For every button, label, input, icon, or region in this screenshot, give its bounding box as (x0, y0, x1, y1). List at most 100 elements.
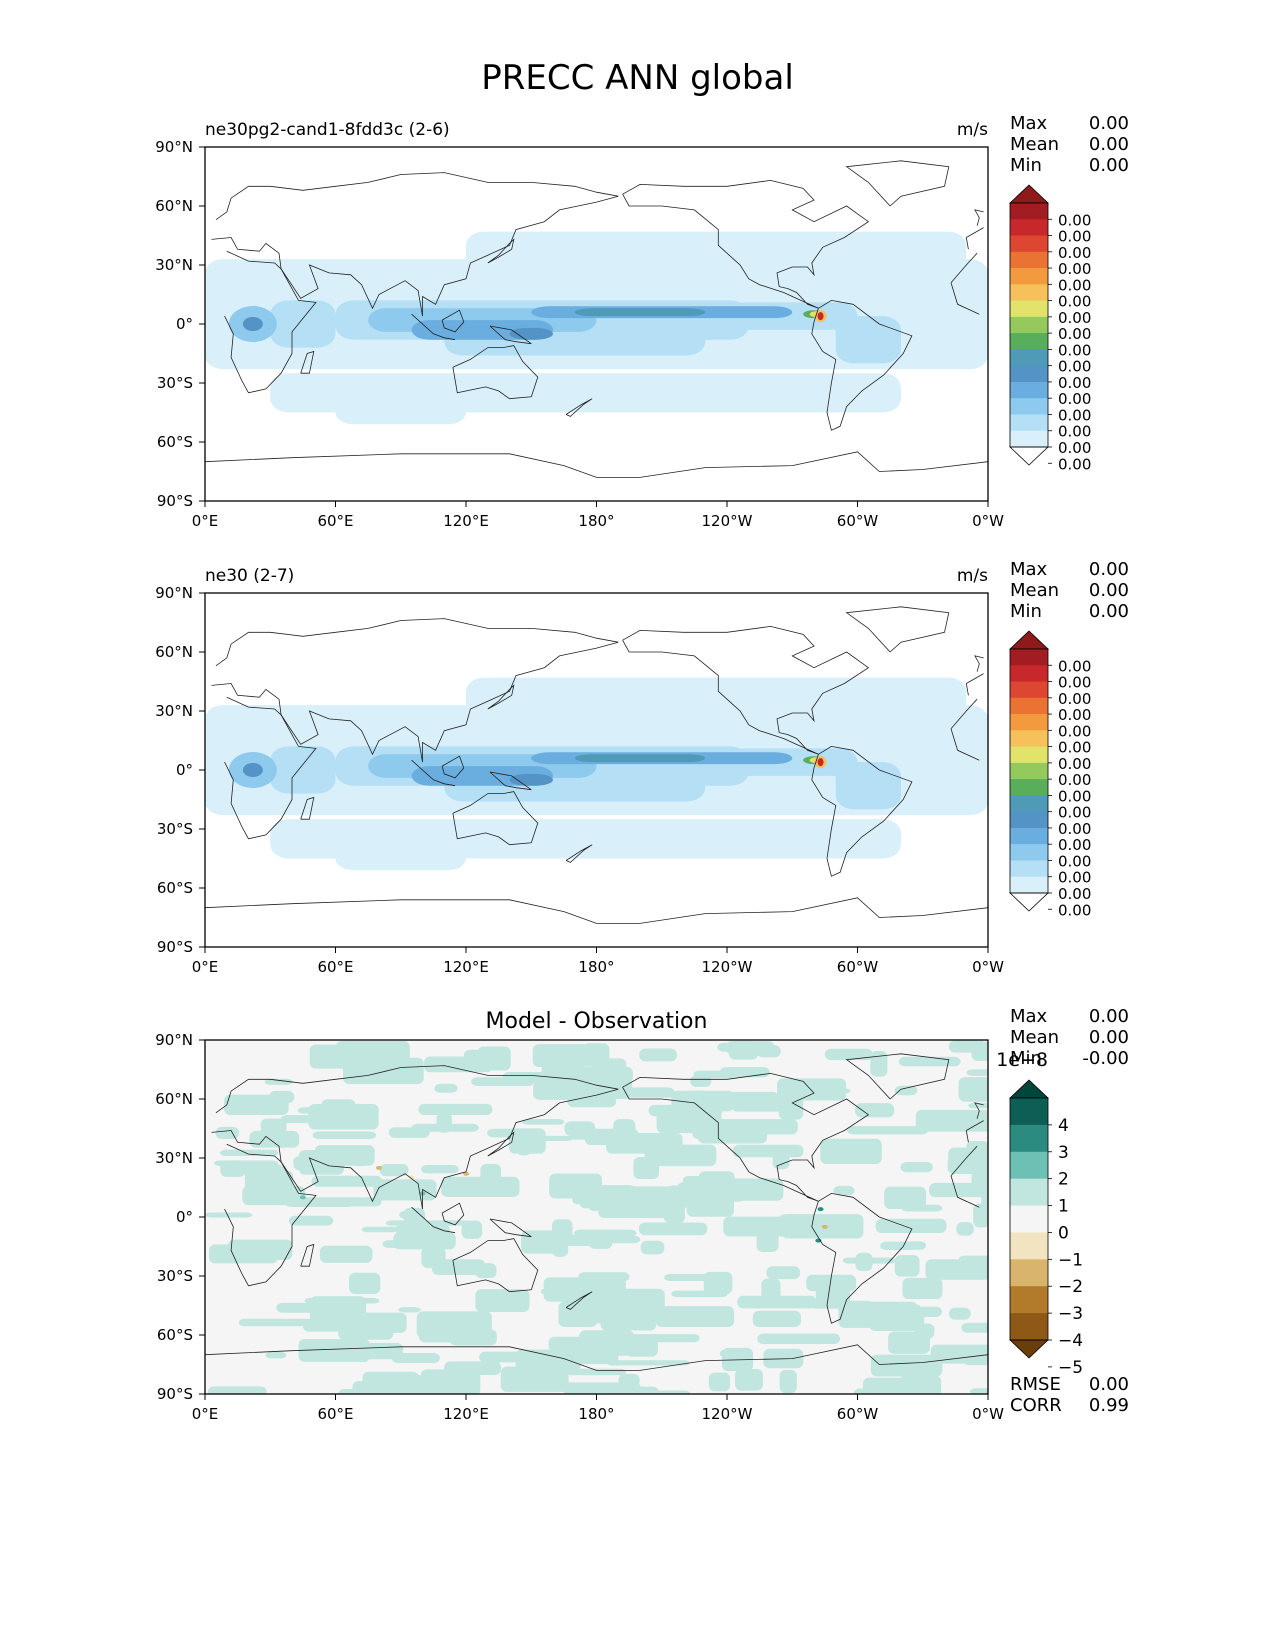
coastline (974, 209, 984, 226)
colorbar-tick-label: 0.00 (1058, 244, 1091, 262)
colorbar-segment (1010, 300, 1048, 318)
diff-patch (348, 1272, 381, 1295)
diff-patch (820, 1138, 882, 1165)
y-tick-label: 90°S (157, 938, 193, 956)
precip-contour (814, 687, 884, 702)
colorbar-segment (1010, 876, 1048, 894)
diff-patch (671, 1290, 728, 1298)
diff-patch (958, 1077, 988, 1102)
diff-patch (708, 1372, 731, 1392)
colorbar-segment (1010, 665, 1048, 683)
x-tick-label: 0°E (192, 958, 219, 976)
colorbar-segment (1010, 381, 1048, 399)
diff-patch (752, 1310, 801, 1327)
diff-patch (475, 1289, 530, 1313)
colorbar-segment (1010, 714, 1048, 731)
diff-patch (824, 1048, 873, 1061)
diff-patch (578, 1272, 630, 1282)
y-tick-label: 0° (176, 761, 193, 779)
diff-patch (963, 1356, 988, 1366)
panel-subtitle: ne30 (2-7) (205, 566, 294, 586)
coastline (411, 759, 456, 787)
colorbar-segment (1010, 1151, 1048, 1180)
diff-patch (833, 1185, 855, 1196)
diff-patch (966, 1141, 988, 1150)
map-panel-1: 0°E 60°E 120°E 180° 120°W 60°W 0°W 90°N 60°N 30°N… (155, 120, 1004, 530)
diff-patch (391, 1352, 440, 1364)
y-tick-label: 60°N (155, 197, 193, 215)
stat-label: Min (1010, 155, 1042, 176)
diff-spot (817, 1207, 824, 1212)
stat-label: Max (1010, 113, 1048, 134)
colorbar-segment (1010, 333, 1048, 350)
colorbar-tick-label: 0.00 (1058, 869, 1091, 887)
diff-patch (701, 1180, 775, 1188)
diff-patch (399, 1210, 419, 1219)
diff-patch (532, 1044, 589, 1067)
coastline (565, 1291, 593, 1310)
diff-patch (901, 1204, 943, 1212)
colorbar-segment (1010, 1124, 1048, 1153)
diff-patch (587, 1185, 636, 1211)
coastline (487, 684, 515, 710)
diff-patch (916, 1306, 942, 1317)
colorbar-tick-label: 1 (1058, 1197, 1069, 1217)
colorbar-tick-label: −1 (1058, 1250, 1083, 1270)
diff-patch (338, 1312, 407, 1333)
diff-patch (285, 1200, 354, 1207)
diff-patch (640, 1240, 665, 1255)
colorbar-tick-label: −2 (1058, 1277, 1083, 1297)
colorbar-tick-label: 0.00 (1058, 706, 1091, 724)
coastline (224, 250, 980, 394)
colorbar-segment (1010, 746, 1048, 764)
colorbar-tick-label: −4 (1058, 1331, 1083, 1351)
colorbar-segment (1010, 235, 1048, 253)
x-tick-label: 120°E (443, 958, 489, 976)
diff-patch (682, 1176, 704, 1185)
diff-patch (579, 1330, 635, 1356)
coastline (487, 238, 515, 264)
diff-patch (880, 1241, 916, 1251)
diff-patch (471, 1077, 535, 1086)
colorbar-tick-label: 0.00 (1058, 309, 1091, 327)
colorbar-extend-bottom (1008, 892, 1050, 912)
x-tick-label: 180° (578, 1405, 614, 1423)
y-tick-label: 90°N (155, 1031, 193, 1049)
diff-patch (312, 1131, 377, 1139)
precip-contour (814, 241, 884, 256)
colorbar-segment (1010, 1205, 1048, 1233)
diff-patch (948, 1307, 971, 1320)
map-panel-3: 0°E 60°E 120°E 180° 120°W 60°W 0°W 90°N 60°N 30°N… (155, 1009, 1004, 1423)
y-tick-label: 30°N (155, 1149, 193, 1167)
colorbar-frame (1009, 202, 1049, 448)
colorbar-tick-label: 0.00 (1058, 341, 1091, 359)
diff-patch (618, 1373, 640, 1387)
diff-patch (362, 1371, 419, 1394)
precip-contour (242, 317, 263, 331)
stat-value: 0.99 (1089, 1395, 1129, 1416)
coastline (811, 299, 913, 431)
coastline (211, 618, 984, 763)
diff-patch (855, 1252, 873, 1272)
colorbar-frame (1009, 1097, 1049, 1341)
stat-label: CORR (1010, 1395, 1062, 1416)
diff-patch (215, 1126, 240, 1140)
colorbar-segment (1010, 681, 1048, 699)
diff-patch (847, 1126, 929, 1135)
precip-contour (574, 754, 706, 763)
diff-patch (973, 1203, 988, 1228)
coastline (205, 1344, 988, 1371)
diff-patch (393, 1232, 456, 1250)
diff-patch (806, 1274, 857, 1292)
stat-label: Min (1010, 601, 1042, 622)
diff-patch (690, 1090, 707, 1101)
x-tick-label: 180° (578, 512, 614, 530)
map-field (205, 1040, 988, 1394)
diff-patch (423, 1056, 493, 1073)
diff-spot (821, 1224, 828, 1229)
x-tick-label: 180° (578, 958, 614, 976)
x-tick-label: 60°E (317, 958, 353, 976)
diff-patch (962, 1258, 988, 1280)
diff-patch (487, 1128, 520, 1138)
diff-patch (713, 1119, 798, 1135)
